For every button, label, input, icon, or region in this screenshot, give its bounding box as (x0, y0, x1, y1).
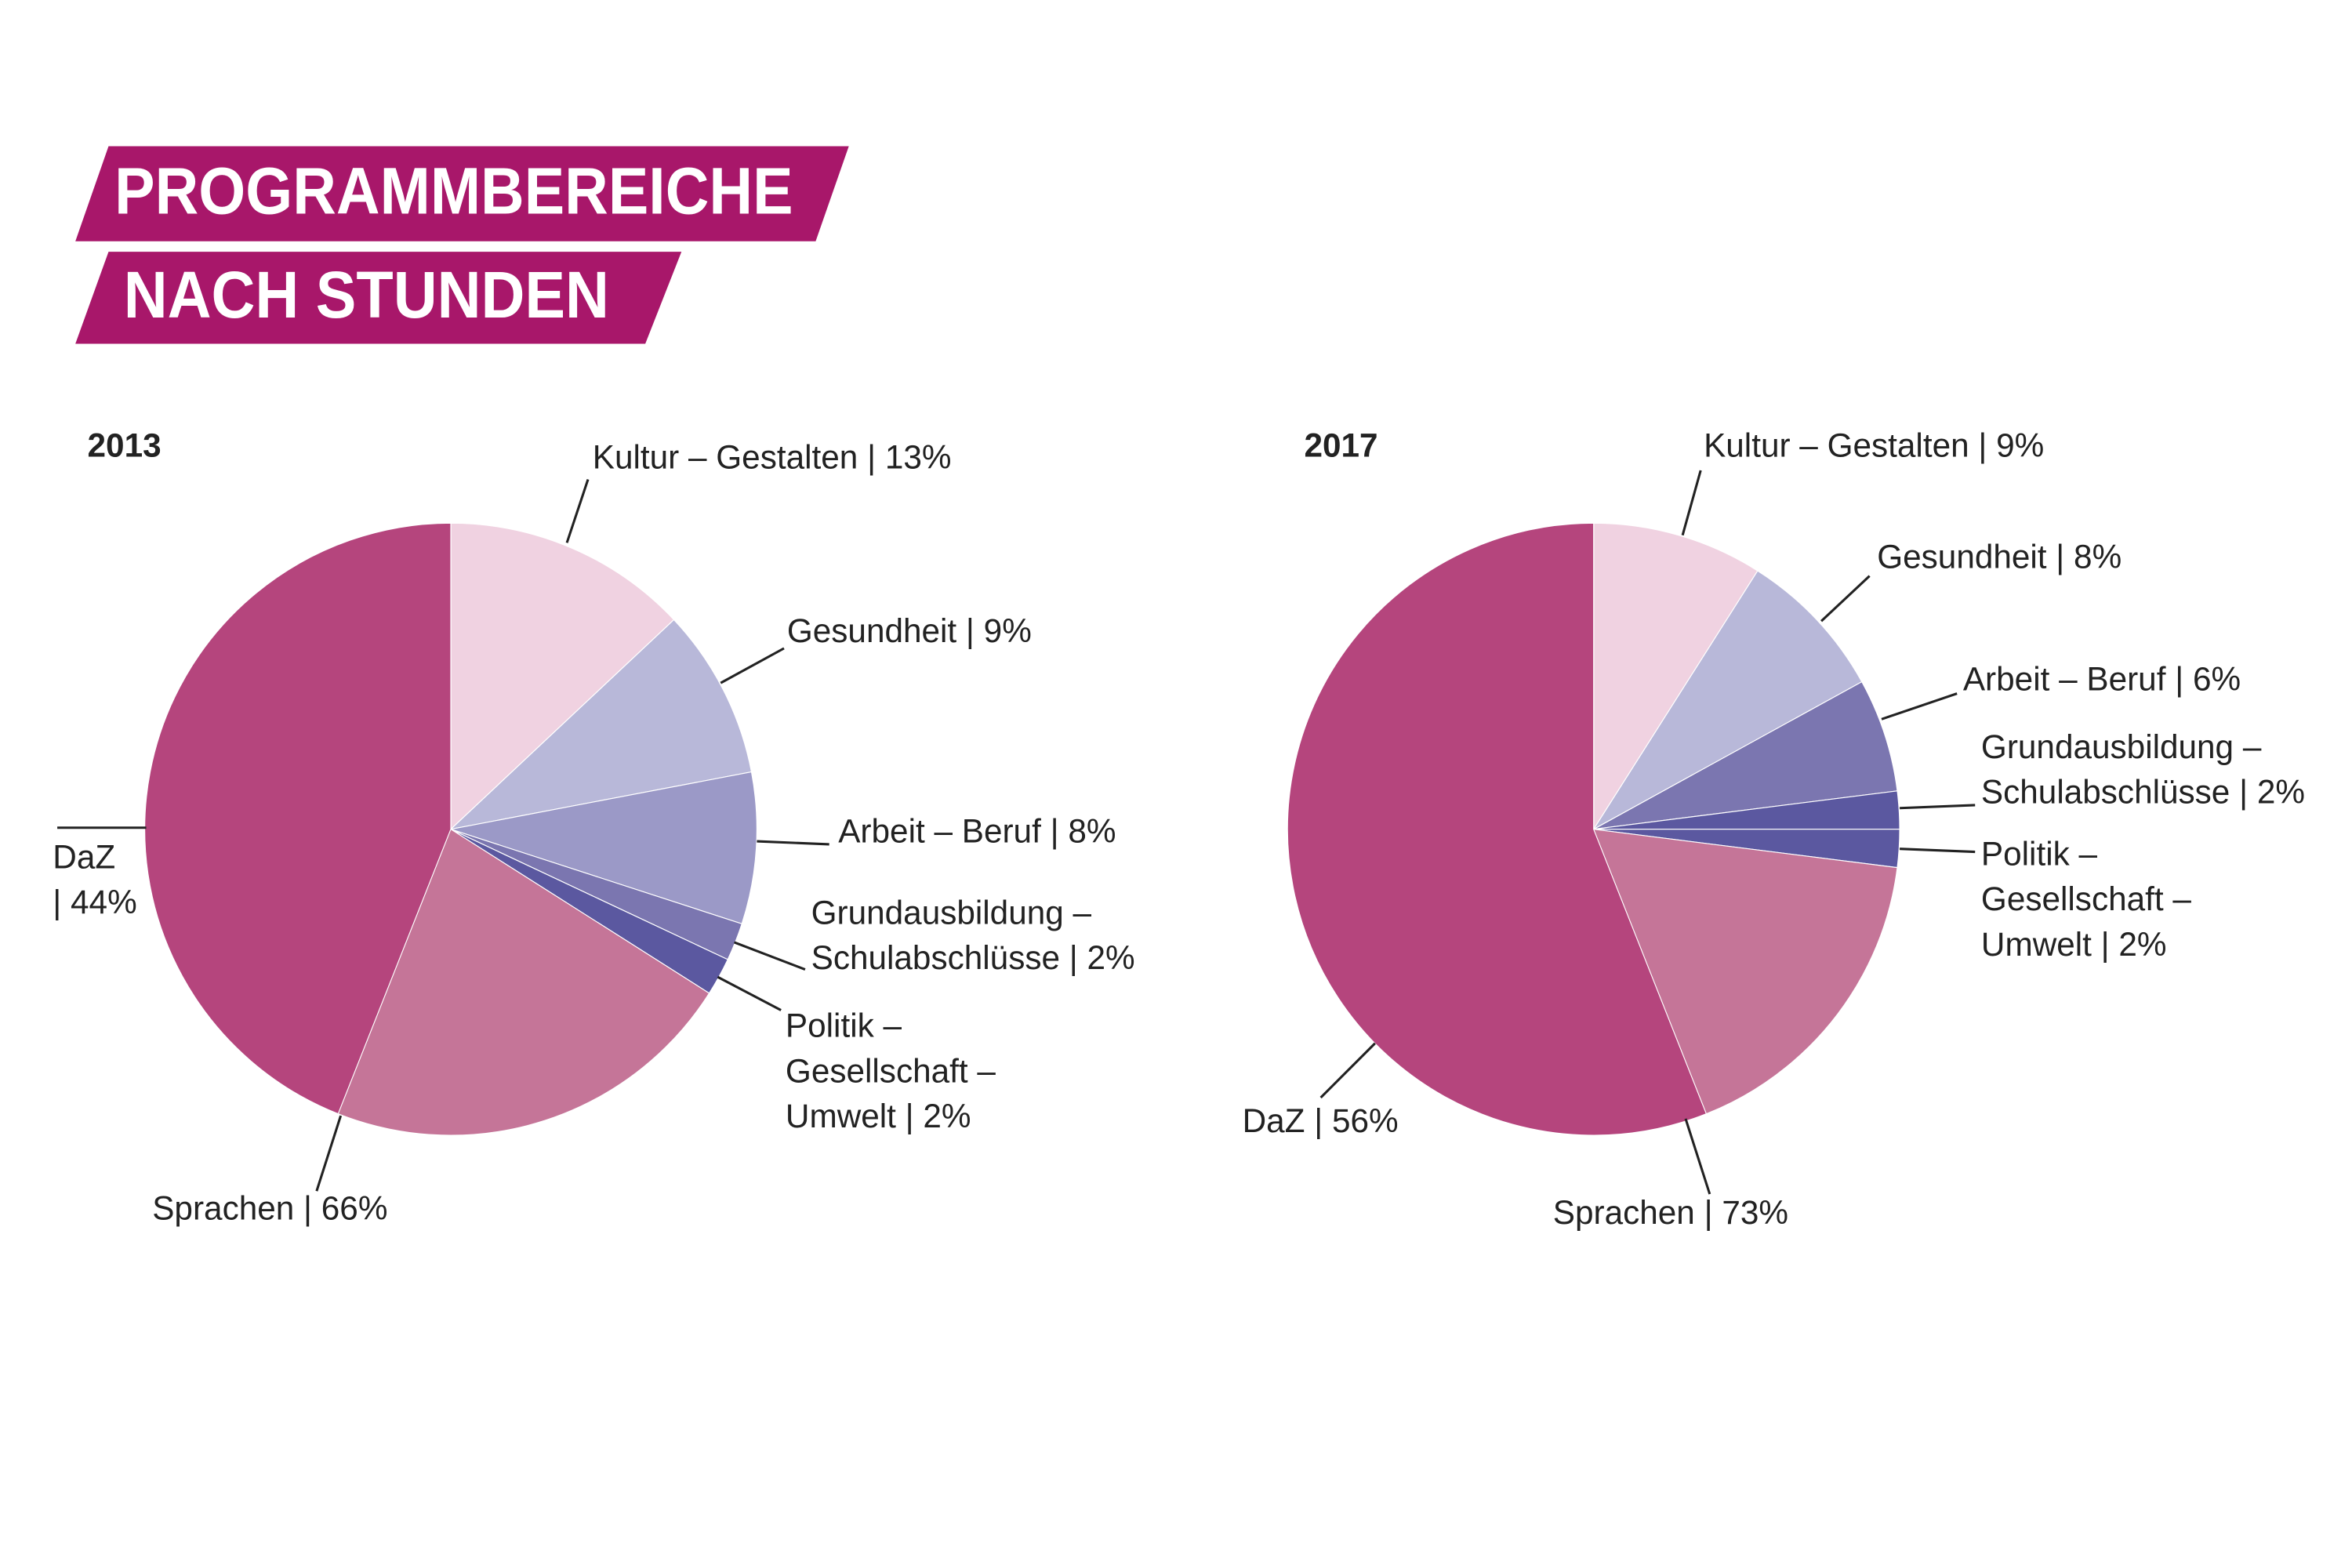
leader-line (720, 647, 785, 684)
slice-label: Gesellschaft – (1981, 880, 2191, 917)
leader-line (1681, 470, 1702, 536)
pie-slice (450, 522, 675, 831)
pie-slice (450, 771, 757, 925)
title-band (75, 252, 682, 344)
chart-title: 2013 (88, 426, 162, 463)
pie-slice (1593, 522, 1759, 831)
slice-label: Arbeit – Beruf | 6% (1963, 660, 2241, 697)
leader-line (1820, 575, 1871, 622)
slice-label: Politik – (786, 1007, 902, 1044)
slice-label: Umwelt | 2% (786, 1098, 971, 1134)
slice-label: Politik – (1981, 835, 2098, 872)
leader-line (1319, 1042, 1376, 1099)
slice-label: Gesellschaft – (786, 1052, 996, 1089)
title: NACH STUNDEN (124, 257, 609, 332)
leader-line (1900, 848, 1976, 854)
pie-slice (1593, 681, 1898, 830)
title-band (75, 146, 849, 241)
slice-label: Kultur – Gestalten | 13% (593, 439, 952, 476)
chart-title: 2017 (1304, 426, 1377, 463)
leader-line (315, 1115, 343, 1192)
pie-slice (449, 619, 753, 830)
slice-label: Umwelt | 2% (1981, 926, 2167, 963)
slice-label: Schulabschlüsse | 2% (1981, 774, 2305, 811)
slice-label: Gesundheit | 8% (1877, 539, 2122, 575)
leader-line (1900, 804, 1976, 810)
slice-label: Grundausbildung – (1981, 728, 2262, 765)
slice-label: Sprachen | 66% (152, 1189, 387, 1226)
title: PROGRAMMBEREICHE (114, 153, 793, 227)
leader-line (565, 479, 590, 543)
slice-label: Grundausbildung – (811, 894, 1092, 931)
slice-label: Schulabschlüsse | 2% (811, 939, 1135, 976)
leader-line (733, 941, 806, 971)
slice-label: DaZ (53, 838, 115, 875)
pie-slice (1287, 522, 1708, 1136)
slice-label: Arbeit – Beruf | 8% (838, 813, 1116, 850)
slice-label: DaZ | 56% (1243, 1102, 1399, 1139)
leader-line (1881, 692, 1958, 720)
slice-label: Kultur – Gestalten | 9% (1704, 426, 2044, 463)
slice-label: | 44% (53, 884, 136, 920)
leader-line (717, 975, 782, 1011)
slice-label: Gesundheit | 9% (787, 612, 1032, 649)
leader-line (1684, 1118, 1711, 1195)
slice-label: Sprachen | 73% (1553, 1194, 1788, 1231)
pie-slice (1593, 570, 1863, 830)
pie-slice (144, 522, 452, 1115)
leader-line (757, 840, 829, 846)
